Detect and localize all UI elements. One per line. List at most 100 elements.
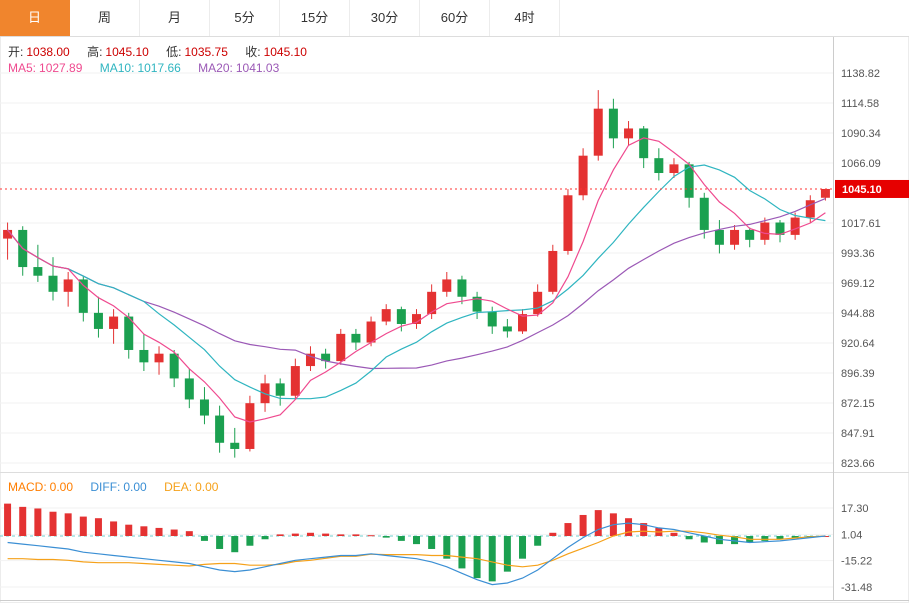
kline-chart-canvas[interactable]: 1138.82 1114.58 1090.34 1066.09 1017.61 993.3… — [0, 37, 909, 603]
candle-body — [48, 275, 58, 292]
price-axis-label: 872.15 — [841, 398, 875, 410]
candle-body — [199, 399, 209, 416]
ma5-line — [7, 137, 826, 423]
candle-body — [472, 296, 482, 312]
last-price-badge-text: 1045.10 — [842, 184, 882, 196]
candle-body — [230, 442, 240, 449]
candle-body — [109, 316, 119, 329]
diff-line — [7, 522, 826, 586]
macd-histogram-bar — [382, 536, 390, 538]
candle-body — [63, 279, 73, 292]
macd-histogram-bar — [49, 511, 57, 537]
candle-body — [366, 321, 376, 343]
tab-15min[interactable]: 15分 — [280, 0, 350, 36]
candle-body — [654, 158, 664, 174]
price-axis-label: 1114.58 — [841, 98, 879, 110]
candle-body — [775, 222, 785, 235]
macd-histogram-bar — [322, 533, 330, 537]
candle-body — [396, 309, 406, 324]
macd-histogram-bar — [64, 513, 72, 537]
price-axis-label: 1138.82 — [841, 68, 880, 80]
candle-body — [760, 222, 770, 240]
macd-histogram-bar — [140, 526, 148, 537]
timeframe-tabs: 日 周 月 5分 15分 30分 60分 4时 — [0, 0, 909, 37]
macd-axis-label: -31.48 — [841, 582, 872, 594]
macd-histogram-bar — [291, 533, 299, 537]
tab-30min[interactable]: 30分 — [350, 0, 420, 36]
candle-body — [154, 353, 164, 363]
macd-histogram-bar — [731, 536, 739, 545]
candle-body — [427, 291, 437, 315]
price-axis-label: 920.64 — [841, 338, 875, 350]
candle-body — [78, 279, 88, 313]
candle-body — [578, 155, 588, 196]
candle-body — [805, 200, 815, 218]
macd-histogram-bar — [685, 536, 693, 540]
macd-histogram-bar — [761, 536, 769, 541]
macd-histogram-bar — [367, 535, 375, 537]
macd-histogram-bar — [791, 536, 799, 539]
candle-body — [442, 279, 452, 292]
candle-body — [820, 188, 830, 198]
candle-body — [275, 383, 285, 396]
macd-histogram-bar — [579, 514, 587, 537]
macd-histogram-bar — [640, 523, 648, 537]
macd-histogram-bar — [397, 536, 405, 541]
price-axis-label: 823.66 — [841, 458, 875, 470]
candle-body — [699, 197, 709, 230]
macd-histogram-bar — [503, 536, 511, 572]
macd-histogram-bar — [473, 536, 481, 579]
chart-area: 1138.82 1114.58 1090.34 1066.09 1017.61 993.3… — [0, 37, 909, 603]
macd-histogram-bar — [276, 534, 284, 537]
candle-body — [669, 164, 679, 174]
tab-month[interactable]: 月 — [140, 0, 210, 36]
candle-body — [215, 415, 225, 443]
macd-histogram-bar — [337, 534, 345, 537]
price-axis-label: 944.88 — [841, 308, 875, 320]
macd-histogram-bar — [79, 516, 87, 537]
candle-body — [533, 291, 543, 315]
macd-histogram-bar — [170, 529, 178, 537]
price-axis-label: 1090.34 — [841, 128, 881, 140]
macd-axis-label: -15.22 — [841, 556, 872, 568]
candle-body — [305, 353, 315, 367]
tab-60min[interactable]: 60分 — [420, 0, 490, 36]
macd-histogram-bar — [594, 510, 602, 537]
candle-body — [336, 333, 346, 362]
tab-4hour[interactable]: 4时 — [490, 0, 560, 36]
candle-body — [33, 267, 43, 276]
price-axis-label: 993.36 — [841, 248, 875, 260]
tab-day[interactable]: 日 — [0, 0, 70, 36]
ma10-line — [7, 164, 826, 400]
macd-histogram-bar — [458, 536, 466, 569]
candle-body — [548, 250, 558, 292]
macd-histogram-bar — [34, 508, 42, 537]
macd-histogram-bar — [625, 518, 633, 537]
tab-week[interactable]: 周 — [70, 0, 140, 36]
macd-histogram-bar — [216, 536, 224, 549]
candle-body — [502, 326, 512, 332]
macd-histogram-bar — [488, 536, 496, 582]
macd-histogram-bar — [306, 532, 314, 537]
price-axis-label: 847.91 — [841, 428, 875, 440]
macd-histogram-bar — [110, 521, 118, 537]
candle-body — [139, 349, 149, 363]
macd-histogram-bar — [352, 534, 360, 537]
macd-histogram-bar — [200, 536, 208, 541]
candle-body — [518, 314, 528, 332]
price-axis-label: 1066.09 — [841, 158, 881, 170]
candle-body — [351, 333, 361, 343]
candle-body — [93, 312, 103, 329]
macd-histogram-bar — [413, 536, 420, 545]
candle-body — [124, 316, 134, 350]
macd-histogram-bar — [19, 506, 27, 537]
tab-5min[interactable]: 5分 — [210, 0, 280, 36]
macd-histogram-bar — [670, 532, 678, 537]
candle-body — [321, 353, 331, 362]
macd-histogram-bar — [261, 536, 269, 540]
candle-body — [790, 217, 800, 235]
candle-body — [730, 229, 740, 245]
macd-histogram-bar — [185, 531, 193, 537]
candle-body — [684, 164, 694, 198]
